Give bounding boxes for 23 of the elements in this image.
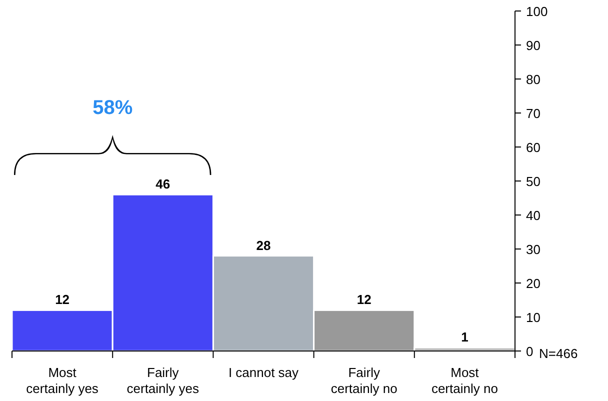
y-tick-label: 40 — [526, 208, 540, 223]
annotation: 58% — [92, 97, 133, 119]
data-label: 1 — [461, 330, 468, 345]
x-tick-label: Most certainly yes — [26, 365, 99, 396]
x-tick-label: Fairly certainly no — [330, 365, 398, 396]
y-tick-label: 50 — [526, 174, 540, 189]
data-label: 28 — [256, 238, 271, 253]
y-tick-label: 10 — [526, 310, 540, 325]
data-label: 46 — [156, 176, 170, 192]
y-tick-label: 80 — [526, 72, 540, 87]
y-tick-label: 70 — [526, 106, 540, 121]
text: N=466 — [539, 346, 578, 361]
y-tick-label: 60 — [526, 140, 540, 155]
y-tick-label: 100 — [526, 4, 548, 19]
y-tick-label: 20 — [526, 276, 540, 291]
y-tick-label: 30 — [526, 242, 540, 257]
data-label: 12 — [356, 292, 372, 308]
x-tick-label: I cannot say — [228, 365, 300, 380]
x-tick-label: Fairly certainly yes — [126, 365, 200, 396]
x-tick-label: Most certainly no — [431, 365, 498, 396]
y-tick-label: 0 — [526, 344, 534, 359]
data-label: 12 — [55, 292, 70, 308]
y-tick-label: 90 — [526, 38, 540, 53]
